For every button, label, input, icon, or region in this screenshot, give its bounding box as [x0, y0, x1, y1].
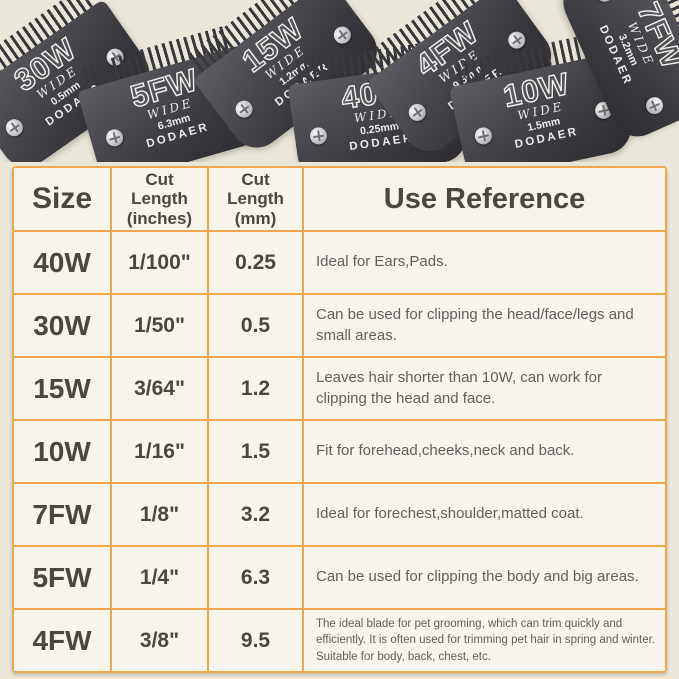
header-line: (inches)	[126, 208, 193, 228]
cell-size: 40W	[14, 232, 110, 293]
header-cut-length-inches: Cut Length (inches)	[112, 168, 207, 230]
cell-inches: 3/64"	[112, 358, 207, 419]
header-line: Cut	[241, 169, 270, 189]
blades-hero: 30W WIDE 0.5mm DODAER 5FW WIDE 6.3mm DOD…	[0, 0, 679, 162]
header-line: (mm)	[234, 208, 277, 228]
screw-icon	[2, 115, 27, 140]
screw-icon	[308, 126, 329, 146]
cell-inches: 1/50"	[112, 295, 207, 356]
screw-icon	[593, 0, 616, 5]
header-line: Cut	[145, 169, 174, 189]
cell-inches: 3/8"	[112, 610, 207, 671]
cell-size: 5FW	[14, 547, 110, 608]
cell-mm: 1.5	[209, 421, 302, 482]
cell-use-reference: Ideal for Ears,Pads.	[304, 232, 665, 293]
cell-mm: 0.25	[209, 232, 302, 293]
header-line: Length	[131, 189, 188, 209]
screw-icon	[405, 100, 430, 125]
header-line: Length	[227, 189, 284, 209]
cell-mm: 1.2	[209, 358, 302, 419]
cell-inches: 1/16"	[112, 421, 207, 482]
screw-icon	[232, 97, 257, 121]
header-use-reference: Use Reference	[304, 168, 665, 230]
screw-icon	[104, 127, 126, 149]
cell-size: 10W	[14, 421, 110, 482]
cell-use-reference: Can be used for clipping the body and bi…	[304, 547, 665, 608]
cell-inches: 1/4"	[112, 547, 207, 608]
spec-table: Size Cut Length (inches) Cut Length (mm)…	[12, 166, 667, 673]
cell-inches: 1/100"	[112, 232, 207, 293]
cell-mm: 0.5	[209, 295, 302, 356]
screw-icon	[643, 94, 666, 117]
cell-size: 30W	[14, 295, 110, 356]
cell-use-reference: Leaves hair shorter than 10W, can work f…	[304, 358, 665, 419]
cell-use-reference: Ideal for forechest,shoulder,matted coat…	[304, 484, 665, 545]
cell-mm: 9.5	[209, 610, 302, 671]
header-size: Size	[14, 168, 110, 230]
cell-use-reference: The ideal blade for pet grooming, which …	[304, 610, 665, 671]
cell-use-reference: Can be used for clipping the head/face/l…	[304, 295, 665, 356]
header-cut-length-mm: Cut Length (mm)	[209, 168, 302, 230]
cell-size: 15W	[14, 358, 110, 419]
cell-size: 7FW	[14, 484, 110, 545]
screw-icon	[330, 23, 355, 47]
cell-mm: 6.3	[209, 547, 302, 608]
cell-size: 4FW	[14, 610, 110, 671]
cell-inches: 1/8"	[112, 484, 207, 545]
cell-mm: 3.2	[209, 484, 302, 545]
screw-icon	[473, 125, 494, 146]
cell-use-reference: Fit for forehead,cheeks,neck and back.	[304, 421, 665, 482]
